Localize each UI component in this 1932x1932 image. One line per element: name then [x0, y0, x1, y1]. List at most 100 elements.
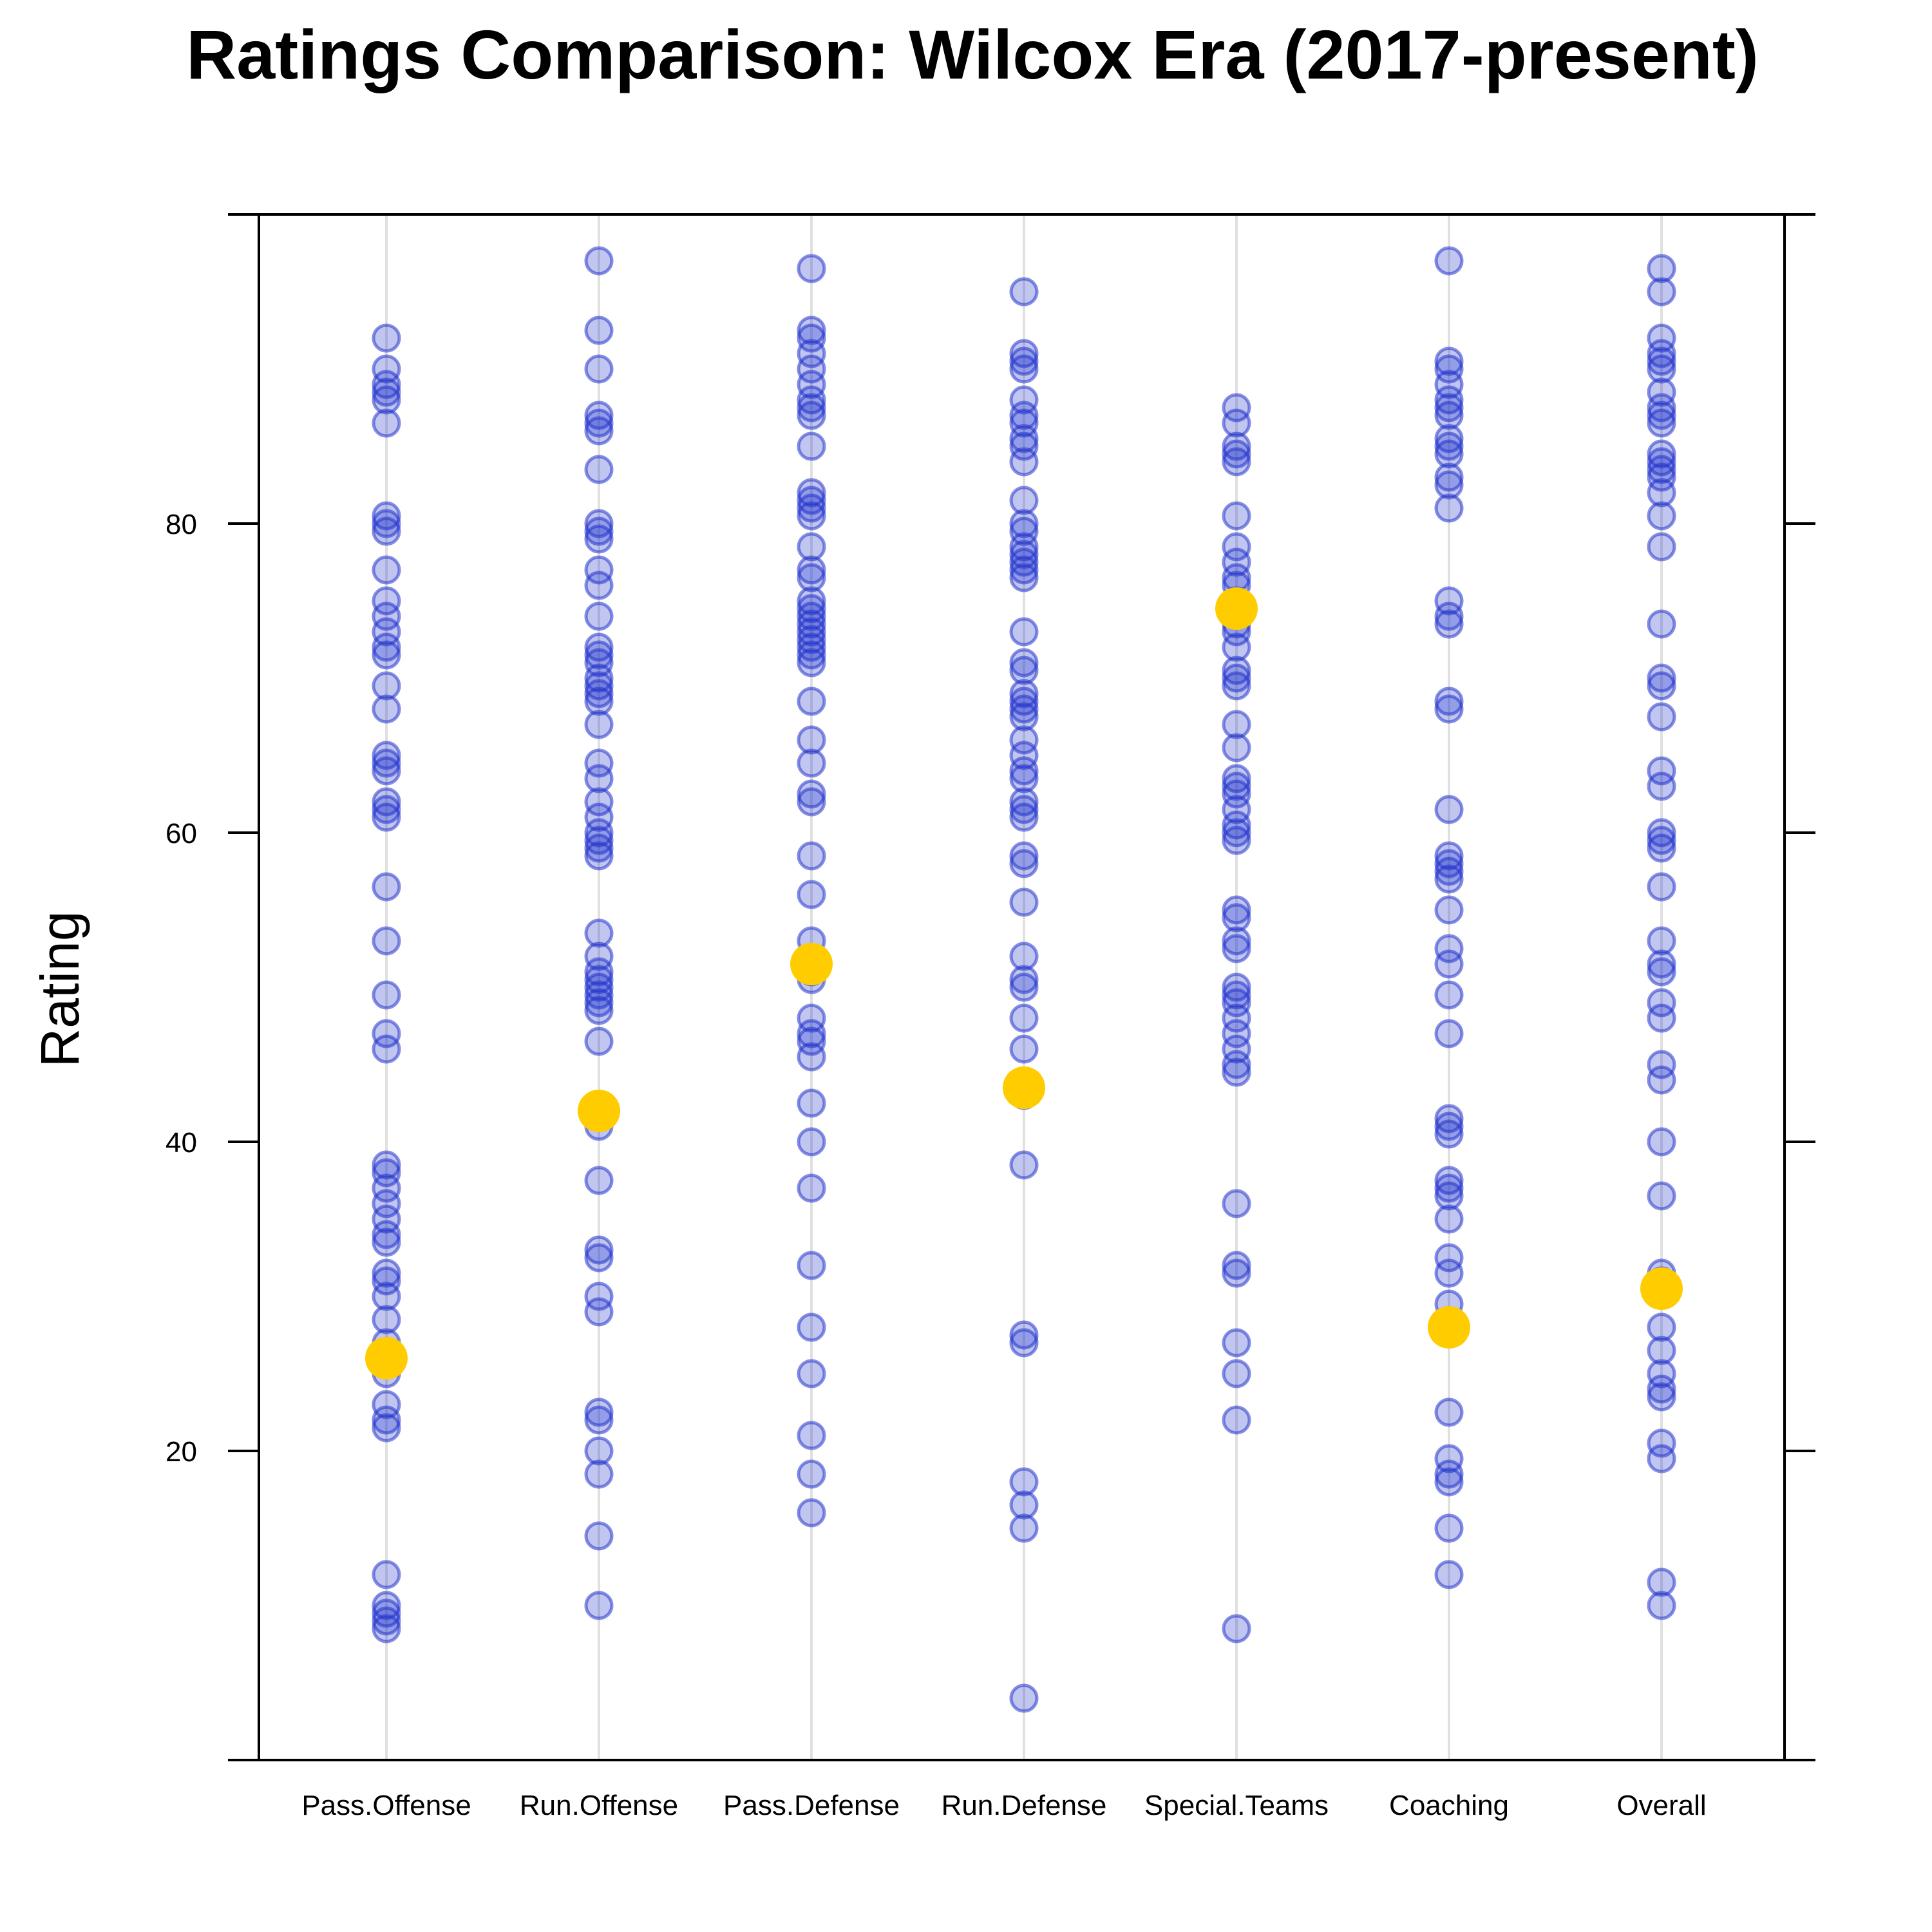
- data-point: [1009, 540, 1039, 569]
- data-point: [797, 1498, 826, 1528]
- data-point: [1009, 725, 1039, 755]
- x-tick-label: Pass.Defense: [723, 1790, 900, 1821]
- data-point: [584, 841, 614, 871]
- data-point: [1647, 1336, 1676, 1365]
- data-point: [372, 1019, 401, 1048]
- data-point: [1647, 957, 1676, 987]
- data-point: [584, 648, 614, 677]
- data-point: [797, 478, 826, 507]
- data-point: [1222, 1050, 1251, 1079]
- data-point: [372, 555, 401, 585]
- data-point: [1222, 1405, 1251, 1435]
- data-point: [797, 1003, 826, 1033]
- data-point: [797, 1019, 826, 1048]
- data-point: [1222, 431, 1251, 461]
- data-point: [372, 1150, 401, 1180]
- data-point: [797, 555, 826, 585]
- data-point: [797, 1173, 826, 1203]
- data-point: [1647, 872, 1676, 902]
- data-point: [584, 1027, 614, 1056]
- x-tick-label: Coaching: [1389, 1790, 1509, 1821]
- data-point: [372, 1258, 401, 1288]
- data-point: [1222, 408, 1251, 438]
- data-point: [372, 795, 401, 824]
- data-point: [584, 408, 614, 438]
- data-point: [1434, 385, 1464, 415]
- data-point: [797, 1088, 826, 1118]
- data-point: [372, 601, 401, 631]
- data-point: [1009, 1320, 1039, 1350]
- data-point: [1434, 470, 1464, 500]
- data-point: [1222, 810, 1251, 840]
- data-point: [797, 493, 826, 523]
- data-point: [372, 1598, 401, 1628]
- data-point: [1009, 354, 1039, 384]
- data-point: [584, 965, 614, 994]
- data-point: [584, 802, 614, 832]
- data-point: [797, 625, 826, 654]
- data-point: [1222, 1057, 1251, 1087]
- data-point: [584, 416, 614, 446]
- data-point: [584, 1459, 614, 1489]
- data-point: [1434, 857, 1464, 886]
- data-point: [1009, 787, 1039, 817]
- data-point: [1434, 601, 1464, 631]
- data-point: [1009, 1003, 1039, 1033]
- data-point: [1647, 1567, 1676, 1597]
- data-point: [1647, 532, 1676, 562]
- data-point: [372, 926, 401, 956]
- data-point: [372, 872, 401, 902]
- data-point: [1434, 1513, 1464, 1543]
- data-point: [1647, 462, 1676, 492]
- data-point: [1009, 965, 1039, 994]
- data-point: [584, 1397, 614, 1427]
- data-point: [372, 980, 401, 1010]
- data-point: [1222, 1359, 1251, 1388]
- data-point: [584, 687, 614, 716]
- data-point: [1009, 509, 1039, 538]
- data-point: [797, 1027, 826, 1056]
- data-point: [1009, 741, 1039, 770]
- data-point: [584, 401, 614, 430]
- data-point: [1647, 1359, 1676, 1388]
- data-point: [1222, 1251, 1251, 1280]
- data-point: [1647, 926, 1676, 956]
- data-point: [584, 455, 614, 484]
- data-point: [1009, 339, 1039, 368]
- data-point: [584, 601, 614, 631]
- data-point: [1222, 1034, 1251, 1064]
- data-point: [584, 1243, 614, 1273]
- data-point: [1222, 671, 1251, 701]
- highlight-layer: [365, 587, 1683, 1379]
- data-point: [584, 787, 614, 817]
- data-point: [1647, 401, 1676, 430]
- data-point: [1009, 702, 1039, 732]
- data-point: [1009, 802, 1039, 832]
- data-point: [797, 594, 826, 623]
- data-point: [1647, 663, 1676, 693]
- data-point: [797, 354, 826, 384]
- data-point: [1434, 864, 1464, 894]
- data-point: [1434, 431, 1464, 461]
- data-point: [1222, 779, 1251, 809]
- data-point: [372, 1227, 401, 1257]
- highlight-point: [790, 943, 833, 985]
- data-point: [1222, 818, 1251, 848]
- data-point: [1647, 1065, 1676, 1095]
- data-point: [1222, 1614, 1251, 1643]
- data-point: [797, 880, 826, 909]
- data-point: [1434, 346, 1464, 376]
- data-point: [797, 532, 826, 562]
- data-point: [1647, 772, 1676, 801]
- data-point: [372, 1591, 401, 1620]
- data-point: [1009, 555, 1039, 585]
- data-point: [372, 323, 401, 353]
- data-point: [584, 663, 614, 693]
- data-point: [1434, 393, 1464, 422]
- data-point: [1647, 826, 1676, 855]
- data-point: [1222, 795, 1251, 824]
- data-point: [1009, 656, 1039, 685]
- data-point: [584, 354, 614, 384]
- data-point: [1647, 408, 1676, 438]
- data-point: [1009, 887, 1039, 917]
